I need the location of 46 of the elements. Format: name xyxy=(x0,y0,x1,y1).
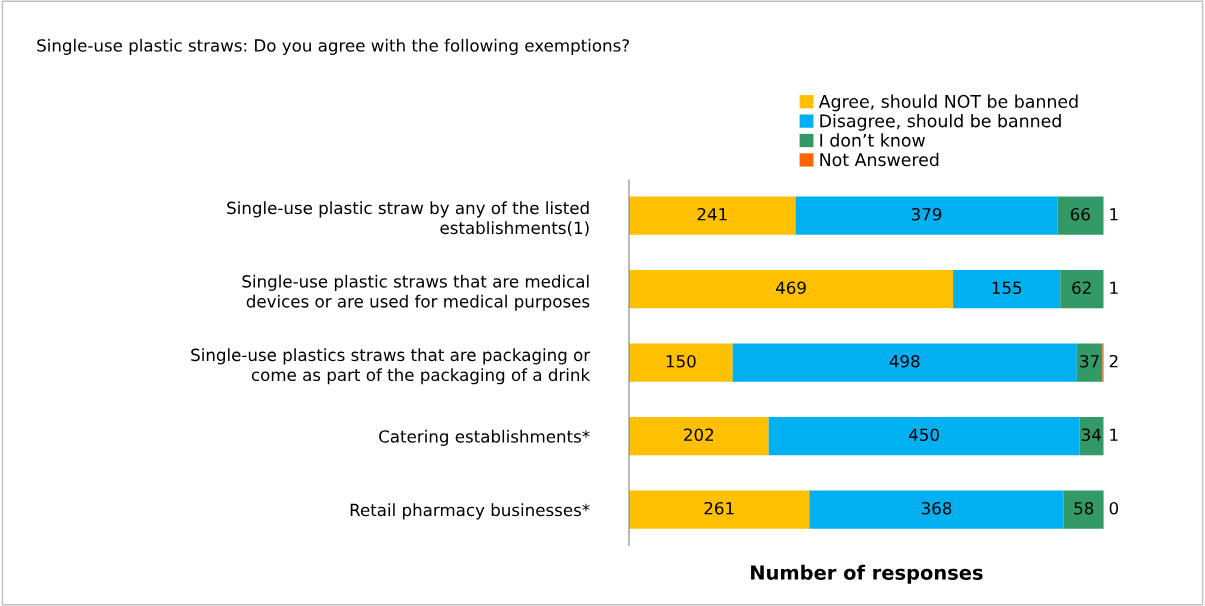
bar xyxy=(953,270,1061,309)
legend-label: Not Answered xyxy=(820,152,939,167)
bar xyxy=(629,270,954,309)
data-label: 469 xyxy=(775,281,806,295)
data-label: 66 xyxy=(1070,207,1090,221)
bar xyxy=(629,417,769,456)
data-label: 150 xyxy=(666,354,696,368)
data-label: 37 xyxy=(1080,354,1099,368)
bar xyxy=(1076,343,1103,382)
data-label: 1 xyxy=(1110,208,1118,221)
bar xyxy=(629,490,810,529)
bar xyxy=(732,343,1077,382)
bar xyxy=(768,417,1080,456)
bar xyxy=(629,196,796,235)
data-label: 202 xyxy=(684,428,714,442)
data-label: 34 xyxy=(1082,428,1102,442)
data-label: 0 xyxy=(1109,501,1119,515)
y-tick-label: Single-use plastic straws that are medical devices or are used for medical purposes xyxy=(242,274,590,311)
bar xyxy=(1063,490,1104,529)
bar xyxy=(795,196,1058,235)
data-label: 261 xyxy=(704,501,734,515)
data-label: 450 xyxy=(909,428,939,442)
legend-label: I don’t know xyxy=(820,133,925,147)
legend-label: Agree, should NOT be banned xyxy=(818,94,1078,112)
data-label: 62 xyxy=(1072,281,1091,295)
data-label: 498 xyxy=(889,354,920,368)
bar xyxy=(629,343,733,382)
data-label: 379 xyxy=(911,207,942,221)
data-label: 368 xyxy=(921,501,952,515)
data-label: 241 xyxy=(697,207,727,221)
data-label: 58 xyxy=(1074,501,1094,515)
data-label: 1 xyxy=(1110,281,1118,294)
bar xyxy=(1057,196,1104,235)
data-label: 2 xyxy=(1109,354,1118,368)
y-tick-label: Single-use plastics straws that are packaging or come as part of the packaging of a drink xyxy=(191,348,591,385)
text: Single-use plastic straws: Do you agree with the following exemptions? xyxy=(37,38,629,55)
data-label: 1 xyxy=(1110,428,1118,441)
y-tick-label: Retail pharmacy businesses* xyxy=(350,503,590,520)
bar xyxy=(1079,417,1104,456)
data-label: 155 xyxy=(992,281,1022,295)
legend-label: Disagree, should be banned xyxy=(820,113,1061,131)
bar xyxy=(1060,270,1104,309)
bar xyxy=(809,490,1064,529)
y-tick-label: Catering establishments* xyxy=(379,429,590,446)
y-tick-label: Single-use plastic straw by any of the listed establishments(1) xyxy=(227,201,589,237)
x-axis-title: Number of responses xyxy=(751,564,983,584)
